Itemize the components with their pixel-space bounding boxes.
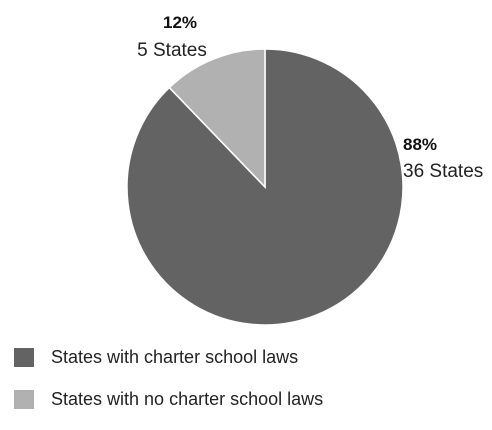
pie-chart: 88% 36 States 12% 5 States	[126, 13, 483, 326]
legend-label-with-laws: States with charter school laws	[51, 346, 299, 367]
pie-slice-no-laws	[168, 48, 266, 189]
slice-percent-with-laws: 88%	[403, 135, 437, 154]
legend: States with charter school laws States w…	[14, 346, 484, 430]
slice-label-with-laws: 88% 36 States	[403, 135, 483, 182]
legend-item-with-laws: States with charter school laws	[14, 346, 484, 368]
slice-percent-no-laws: 12%	[163, 13, 197, 32]
pie-slices	[126, 48, 404, 326]
legend-swatch-no-laws	[14, 389, 34, 409]
slice-count-no-laws: 5 States	[137, 40, 207, 61]
slice-count-with-laws: 36 States	[403, 161, 483, 182]
legend-swatch-with-laws	[14, 347, 34, 367]
legend-item-no-laws: States with no charter school laws	[14, 388, 484, 410]
slice-label-no-laws: 12% 5 States	[137, 13, 207, 61]
legend-label-no-laws: States with no charter school laws	[51, 388, 324, 409]
